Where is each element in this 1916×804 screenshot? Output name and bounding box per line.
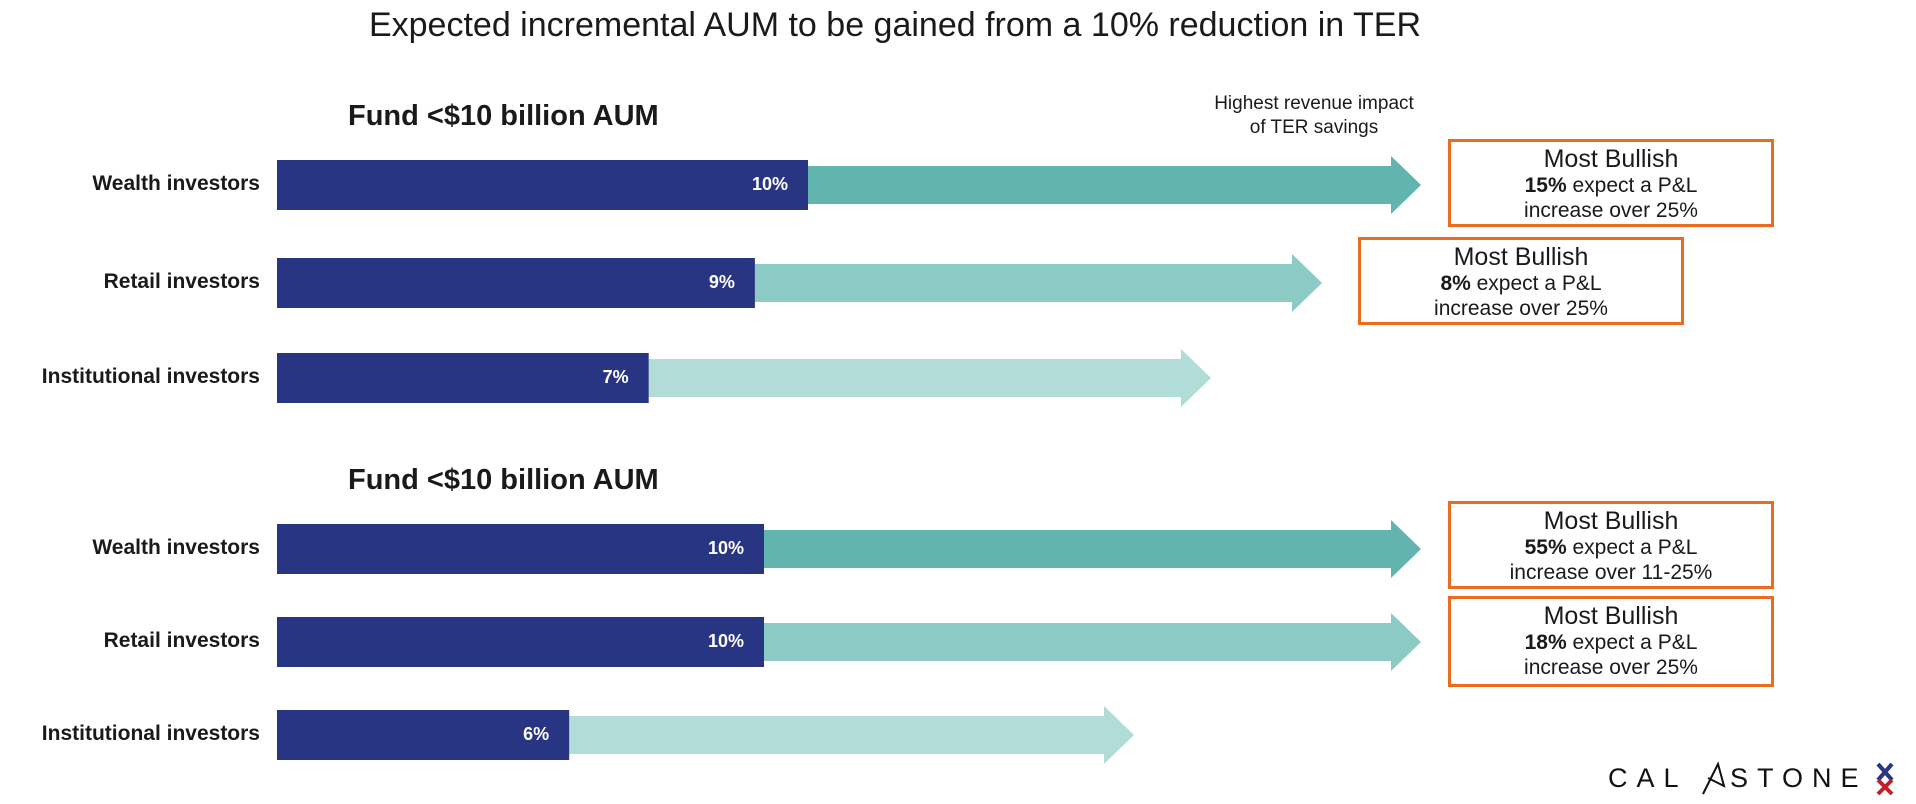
row-label: Institutional investors <box>41 365 260 388</box>
annotation-line-1: Highest revenue impact <box>1214 93 1414 114</box>
bar <box>277 160 808 210</box>
callout-line-1: 18% expect a P&L <box>1451 630 1771 655</box>
callout-box: Most Bullish 18% expect a P&L increase ove… <box>1448 596 1774 687</box>
callout-heading: Most Bullish <box>1453 243 1589 271</box>
callout-line-2: increase over 25% <box>1434 297 1608 320</box>
row-label: Wealth investors <box>92 536 260 559</box>
impact-arrow <box>569 706 1134 764</box>
impact-arrow <box>764 613 1421 671</box>
callout-line-1: 8% expect a P&L <box>1361 271 1681 296</box>
bar-value-label: 10% <box>707 538 744 558</box>
section-title: Fund <$10 billion AUM <box>348 464 659 496</box>
bar <box>277 258 755 308</box>
callout-text: expect a P&L <box>1566 536 1698 559</box>
callout-line-2: increase over 25% <box>1524 199 1698 222</box>
callout-text: expect a P&L <box>1566 631 1698 654</box>
row-label: Retail investors <box>103 270 260 293</box>
callout-heading: Most Bullish <box>1543 507 1679 535</box>
calastone-logo: CAL STONE <box>1600 758 1910 803</box>
callout-text: expect a P&L <box>1470 272 1602 295</box>
impact-arrow <box>648 349 1211 407</box>
impact-arrow <box>808 156 1421 214</box>
callout-heading: Most Bullish <box>1543 602 1679 630</box>
callout-text: expect a P&L <box>1566 174 1698 197</box>
callout-line-1: 15% expect a P&L <box>1451 173 1771 198</box>
callout-percent: 8% <box>1440 272 1471 295</box>
callout-percent: 55% <box>1524 536 1567 559</box>
callout-line-2: increase over 11-25% <box>1509 561 1713 584</box>
row-label: Retail investors <box>103 629 260 652</box>
row-label: Institutional investors <box>41 722 260 745</box>
callout-heading: Most Bullish <box>1543 145 1679 173</box>
callout-box: Most Bullish 8% expect a P&L increase over… <box>1358 237 1684 325</box>
bar-value-label: 7% <box>602 367 629 387</box>
bar-value-label: 10% <box>751 174 788 194</box>
logo-graphic: CAL STONE <box>1608 761 1894 796</box>
callout-percent: 18% <box>1524 631 1567 654</box>
bar-value-label: 6% <box>523 724 550 744</box>
annotation-line-2: of TER savings <box>1249 117 1379 138</box>
impact-arrow <box>754 254 1322 312</box>
row-label: Wealth investors <box>92 172 260 195</box>
bar <box>277 617 764 667</box>
callout-box: Most Bullish 55% expect a P&L increase ove… <box>1448 501 1774 589</box>
bar <box>277 524 764 574</box>
svg-text:CAL: CAL <box>1608 763 1688 793</box>
svg-text:STONE: STONE <box>1730 763 1868 793</box>
impact-arrow <box>764 520 1421 578</box>
annotation: Highest revenue impact of TER savings <box>1164 92 1464 140</box>
section-title: Fund <$10 billion AUM <box>348 100 659 132</box>
chart-title: Expected incremental AUM to be gained fr… <box>368 6 1422 44</box>
bar <box>277 710 570 760</box>
callout-line-2: increase over 25% <box>1524 656 1698 679</box>
bar-value-label: 9% <box>708 272 735 292</box>
callout-line-1: 55% expect a P&L <box>1451 535 1771 560</box>
callout-box: Most Bullish 15% expect a P&L increase ove… <box>1448 139 1774 227</box>
callout-percent: 15% <box>1524 174 1567 197</box>
bar <box>277 353 649 403</box>
bar-value-label: 10% <box>707 631 744 651</box>
